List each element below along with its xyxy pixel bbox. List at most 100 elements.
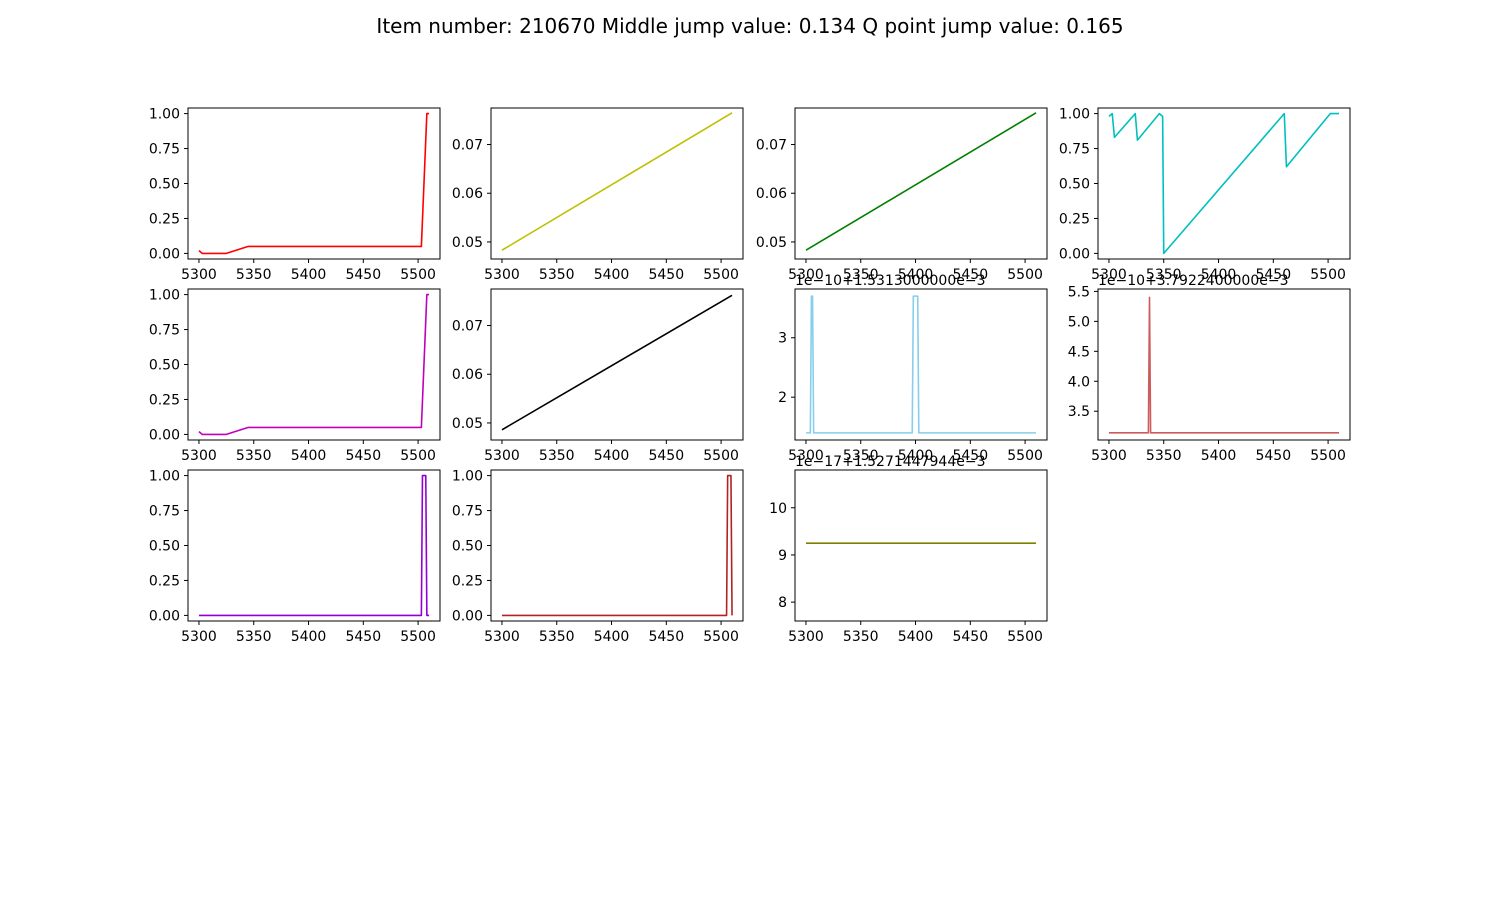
axes-frame	[187, 469, 441, 622]
x-tick-label: 5450	[952, 448, 988, 464]
y-tick-label: 0.75	[452, 504, 483, 520]
x-tick-label: 5450	[345, 267, 381, 283]
series-line	[198, 474, 430, 617]
y-tick-label: 0.00	[149, 246, 180, 262]
x-tick-label: 5350	[539, 448, 575, 464]
y-tick-label: 0.00	[149, 608, 180, 624]
y-tick-label: 0.25	[1059, 211, 1090, 227]
x-tick-label: 5400	[898, 629, 934, 645]
y-tick-label: 0.25	[149, 392, 180, 408]
x-tick-label: 5350	[236, 267, 272, 283]
axes-frame	[490, 107, 744, 260]
x-tick-label: 5450	[648, 629, 684, 645]
x-tick-label: 5500	[400, 448, 436, 464]
y-tick-label: 1.00	[149, 288, 180, 304]
y-tick-label: 0.75	[1059, 142, 1090, 158]
y-tick-label: 0.75	[149, 504, 180, 520]
x-tick-label: 5500	[703, 448, 739, 464]
y-tick-label: 2	[778, 390, 787, 406]
axes-frame	[187, 107, 441, 260]
x-tick-label: 5300	[484, 267, 520, 283]
x-tick-label: 5400	[1201, 267, 1237, 283]
y-tick-label: 0.06	[452, 186, 483, 202]
x-tick-label: 5500	[400, 629, 436, 645]
series-line	[805, 295, 1037, 434]
y-tick-label: 0.00	[149, 427, 180, 443]
x-tick-label: 5400	[1201, 448, 1237, 464]
x-tick-label: 5450	[1255, 267, 1291, 283]
x-tick-label: 5300	[181, 267, 217, 283]
x-tick-label: 5300	[1091, 448, 1127, 464]
x-tick-label: 5300	[788, 267, 824, 283]
y-tick-label: 0.50	[452, 539, 483, 555]
y-tick-label: 0.50	[149, 177, 180, 193]
subplot-6: 5300 5350 5400 5450 5500 0.05 0.06 0.07	[452, 288, 744, 464]
x-tick-label: 5500	[1007, 448, 1043, 464]
subplot-11: 5300 5350 5400 5450 5500 8 9 10 1e−17+1.52714479…	[769, 454, 1048, 645]
x-tick-label: 5500	[1310, 448, 1346, 464]
x-tick-label: 5300	[181, 448, 217, 464]
y-tick-label: 0.07	[452, 138, 483, 154]
x-tick-label: 5300	[181, 629, 217, 645]
x-tick-label: 5400	[898, 448, 934, 464]
x-tick-label: 5450	[952, 629, 988, 645]
axes-frame	[490, 469, 744, 622]
y-tick-label: 0.75	[149, 323, 180, 339]
x-tick-label: 5500	[400, 267, 436, 283]
y-tick-label: 3.5	[1068, 404, 1090, 420]
x-tick-label: 5400	[291, 448, 327, 464]
x-tick-label: 5500	[703, 267, 739, 283]
y-tick-label: 4.0	[1068, 374, 1090, 390]
x-tick-label: 5450	[952, 267, 988, 283]
figure-title: Item number: 210670 Middle jump value: 0…	[376, 14, 1124, 38]
y-tick-label: 0.07	[452, 319, 483, 335]
x-tick-label: 5450	[648, 448, 684, 464]
y-tick-label: 0.00	[452, 608, 483, 624]
x-tick-label: 5300	[1091, 267, 1127, 283]
subplot-2: 5300 5350 5400 5450 5500 0.05 0.06 0.07	[452, 107, 744, 283]
x-tick-label: 5350	[843, 267, 879, 283]
series-line	[501, 112, 733, 251]
x-tick-label: 5300	[484, 629, 520, 645]
subplot-9: 5300 5350 5400 5450 5500 0.00 0.25 0.50 0.75 1.00	[149, 469, 441, 645]
y-tick-label: 1.00	[149, 107, 180, 123]
y-tick-label: 0.50	[149, 539, 180, 555]
axes-frame	[794, 288, 1048, 441]
x-tick-label: 5500	[703, 629, 739, 645]
x-tick-label: 5400	[291, 267, 327, 283]
x-tick-label: 5400	[898, 267, 934, 283]
y-tick-label: 1.00	[149, 469, 180, 485]
x-tick-label: 5350	[1146, 448, 1182, 464]
axes-frame	[794, 469, 1048, 622]
x-tick-label: 5450	[1255, 448, 1291, 464]
y-tick-label: 4.5	[1068, 344, 1090, 360]
x-tick-label: 5500	[1310, 267, 1346, 283]
y-offset-label: 1e−10+3.7922400000e−3	[1098, 273, 1288, 289]
x-tick-label: 5500	[1007, 267, 1043, 283]
x-tick-label: 5350	[539, 267, 575, 283]
x-tick-label: 5400	[594, 448, 630, 464]
subplot-7: 5300 5350 5400 5450 5500 2 3 1e−10+1.5313000000…	[778, 273, 1048, 464]
x-tick-label: 5400	[594, 267, 630, 283]
y-tick-label: 0.00	[1059, 246, 1090, 262]
x-tick-label: 5450	[345, 448, 381, 464]
x-tick-label: 5350	[236, 448, 272, 464]
y-tick-label: 0.50	[149, 358, 180, 374]
x-tick-label: 5300	[788, 629, 824, 645]
x-tick-label: 5350	[539, 629, 575, 645]
y-tick-label: 0.05	[452, 416, 483, 432]
x-tick-label: 5300	[484, 448, 520, 464]
x-tick-label: 5350	[1146, 267, 1182, 283]
axes-frame	[490, 288, 744, 441]
x-tick-label: 5500	[1007, 629, 1043, 645]
y-tick-label: 5.0	[1068, 314, 1090, 330]
y-tick-label: 1.00	[452, 469, 483, 485]
y-tick-label: 0.06	[756, 186, 787, 202]
y-tick-label: 10	[769, 501, 787, 517]
x-tick-label: 5350	[236, 629, 272, 645]
y-tick-label: 8	[778, 595, 787, 611]
axes-frame	[1097, 288, 1351, 441]
axes-frame	[794, 107, 1048, 260]
y-tick-label: 0.05	[756, 235, 787, 251]
